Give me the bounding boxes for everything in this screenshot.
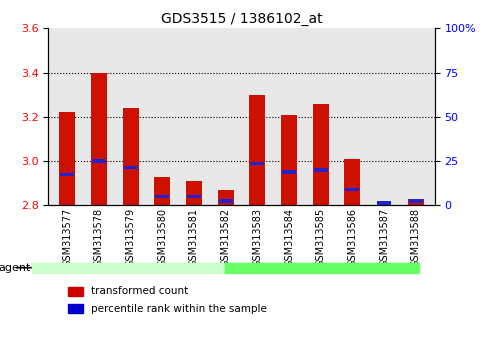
Bar bbox=[186, 181, 202, 205]
Bar bbox=[344, 159, 360, 205]
Text: transformed count: transformed count bbox=[91, 286, 188, 296]
Text: agent: agent bbox=[0, 263, 30, 273]
FancyBboxPatch shape bbox=[226, 263, 419, 273]
Bar bbox=[282, 171, 296, 174]
Text: htt-171-82Q: htt-171-82Q bbox=[288, 263, 356, 273]
FancyBboxPatch shape bbox=[68, 287, 83, 296]
Bar bbox=[59, 112, 75, 205]
Bar bbox=[155, 195, 170, 198]
FancyBboxPatch shape bbox=[32, 263, 226, 273]
Bar bbox=[60, 173, 74, 176]
Bar bbox=[155, 177, 170, 205]
Bar bbox=[313, 104, 328, 205]
Title: GDS3515 / 1386102_at: GDS3515 / 1386102_at bbox=[161, 12, 322, 26]
Bar bbox=[218, 199, 233, 202]
Bar bbox=[409, 199, 423, 202]
Bar bbox=[123, 108, 139, 205]
Bar bbox=[92, 159, 106, 163]
Bar bbox=[124, 166, 138, 169]
Bar bbox=[345, 188, 359, 192]
Bar bbox=[249, 95, 265, 205]
Bar bbox=[377, 201, 391, 205]
Bar bbox=[250, 162, 265, 165]
FancyBboxPatch shape bbox=[68, 304, 83, 313]
Bar bbox=[408, 199, 424, 205]
Bar bbox=[218, 190, 234, 205]
Text: control: control bbox=[110, 263, 148, 273]
Bar bbox=[187, 195, 201, 198]
Text: percentile rank within the sample: percentile rank within the sample bbox=[91, 304, 267, 314]
Bar bbox=[91, 73, 107, 205]
Bar bbox=[281, 115, 297, 205]
Bar bbox=[313, 168, 328, 172]
